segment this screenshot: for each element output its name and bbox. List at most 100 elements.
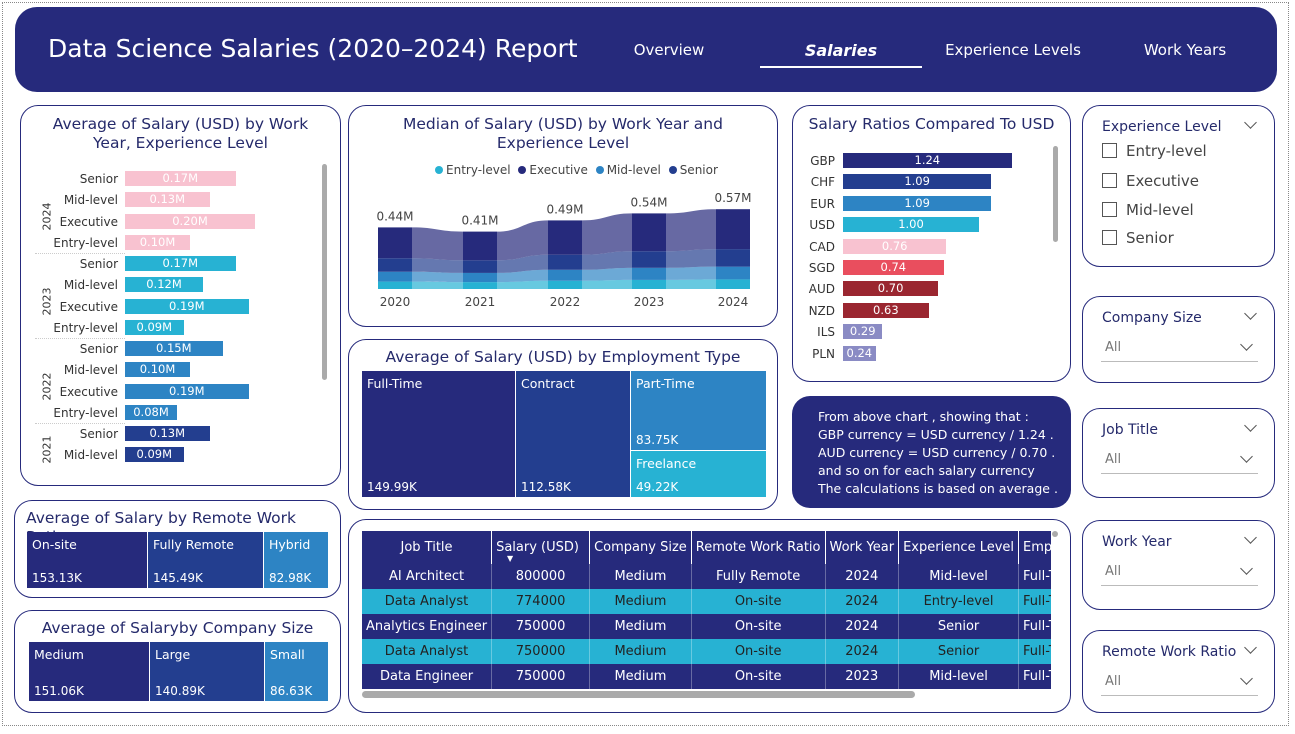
ribbon-band[interactable] xyxy=(582,267,632,281)
bar[interactable]: 0.29 xyxy=(843,324,883,340)
tab-experience-levels[interactable]: Experience Levels xyxy=(945,41,1081,59)
vertical-scrollbar[interactable] xyxy=(322,164,327,380)
ribbon-segment[interactable] xyxy=(548,220,582,255)
bar[interactable]: 0.09M xyxy=(125,319,184,335)
treemap-tile-part-time[interactable]: Part-Time 83.75K xyxy=(631,371,766,450)
treemap-tile-contract[interactable]: Contract 112.58K xyxy=(516,371,630,497)
treemap-tile-fully-remote[interactable]: Fully Remote 145.49K xyxy=(148,532,263,588)
ribbon-band[interactable] xyxy=(412,281,463,289)
checkbox[interactable] xyxy=(1102,202,1117,217)
ribbon-segment[interactable] xyxy=(632,213,666,252)
column-header-remote-ratio[interactable]: Remote Work Ratio xyxy=(691,531,826,564)
bar[interactable]: 0.15M xyxy=(125,341,223,356)
bar[interactable]: 0.20M xyxy=(125,213,255,229)
ribbon-segment[interactable] xyxy=(632,279,666,289)
ribbon-segment[interactable] xyxy=(632,251,666,268)
ribbon-segment[interactable] xyxy=(548,280,582,289)
bar[interactable]: 0.10M xyxy=(125,362,190,378)
ribbon-segment[interactable] xyxy=(378,258,412,272)
ribbon-segment[interactable] xyxy=(463,282,497,289)
bar[interactable]: 0.13M xyxy=(125,192,210,208)
table-row[interactable]: Data Analyst 750000 Medium On-site 2024 Senio… xyxy=(362,639,1051,664)
bar[interactable]: 0.17M xyxy=(125,171,236,186)
ribbon-segment[interactable] xyxy=(378,281,412,289)
ribbon-segment[interactable] xyxy=(716,209,750,250)
bar[interactable]: 1.09 xyxy=(843,195,992,211)
chevron-down-icon[interactable] xyxy=(1244,116,1257,129)
bar[interactable]: 1.24 xyxy=(843,153,1012,168)
column-header-company-size[interactable]: Company Size xyxy=(589,531,692,564)
ribbon-segment[interactable] xyxy=(378,227,412,259)
remote-work-ratio-dropdown[interactable]: All xyxy=(1101,668,1258,696)
option-mid-level[interactable]: Mid-level xyxy=(1102,201,1194,219)
ribbon-band[interactable] xyxy=(497,254,548,273)
chevron-down-icon[interactable] xyxy=(1240,450,1253,463)
ribbon-band[interactable] xyxy=(412,258,463,273)
work-year-dropdown[interactable]: All xyxy=(1101,558,1258,586)
bar[interactable]: 1.00 xyxy=(843,217,979,233)
treemap-tile-on-site[interactable]: On-site 153.13K xyxy=(27,532,147,588)
bar[interactable]: 1.09 xyxy=(843,174,992,190)
chevron-down-icon[interactable] xyxy=(1244,307,1257,320)
option-senior[interactable]: Senior xyxy=(1102,229,1174,247)
vertical-scrollbar[interactable] xyxy=(1053,146,1058,242)
option-entry-level[interactable]: Entry-level xyxy=(1102,142,1207,160)
option-executive[interactable]: Executive xyxy=(1102,172,1199,190)
chevron-down-icon[interactable] xyxy=(1240,672,1253,685)
ribbon-segment[interactable] xyxy=(378,271,412,282)
ribbon-segment[interactable] xyxy=(632,267,666,280)
ribbon-segment[interactable] xyxy=(463,231,497,261)
ribbon-segment[interactable] xyxy=(463,260,497,273)
tab-overview[interactable]: Overview xyxy=(633,41,705,59)
treemap-tile-hybrid[interactable]: Hybrid 82.98K xyxy=(264,532,328,588)
ribbon-segment[interactable] xyxy=(463,272,497,283)
company-size-dropdown[interactable]: All xyxy=(1101,334,1258,362)
column-header-job-title[interactable]: Job Title xyxy=(362,531,493,564)
chevron-down-icon[interactable] xyxy=(1240,562,1253,575)
chevron-down-icon[interactable] xyxy=(1244,419,1257,432)
column-header-experience-level[interactable]: Experience Level xyxy=(898,531,1020,564)
ribbon-band[interactable] xyxy=(666,249,716,268)
chevron-down-icon[interactable] xyxy=(1244,531,1257,544)
table-row[interactable]: Data Engineer 750000 Medium On-site 2023 Mid-… xyxy=(362,664,1051,689)
treemap-tile-small[interactable]: Small 86.63K xyxy=(265,642,328,701)
ribbon-segment[interactable] xyxy=(716,266,750,280)
ribbon-band[interactable] xyxy=(412,271,463,283)
column-header-employment-type[interactable]: Employment Type xyxy=(1018,531,1051,564)
ribbon-segment[interactable] xyxy=(548,254,582,270)
table-row[interactable]: AI Architect 800000 Medium Fully Remote 2024… xyxy=(362,564,1051,589)
column-header-salary[interactable]: Salary (USD)▼ xyxy=(491,531,591,564)
treemap-tile-full-time[interactable]: Full-Time 149.99K xyxy=(362,371,515,497)
column-header-work-year[interactable]: Work Year xyxy=(825,531,900,564)
bar[interactable]: 0.24 xyxy=(843,345,876,361)
bar[interactable]: 0.12M xyxy=(125,277,203,293)
ribbon-band[interactable] xyxy=(582,279,632,289)
ribbon-band[interactable] xyxy=(497,220,548,261)
checkbox[interactable] xyxy=(1102,173,1117,188)
ribbon-band[interactable] xyxy=(582,251,632,270)
table-row[interactable]: Analytics Engineer 750000 Medium On-site 202… xyxy=(362,614,1051,639)
bar[interactable]: 0.17M xyxy=(125,256,236,271)
ribbon-band[interactable] xyxy=(666,279,716,289)
vertical-scrollbar[interactable] xyxy=(1052,531,1058,537)
bar[interactable]: 0.19M xyxy=(125,298,249,314)
chevron-down-icon[interactable] xyxy=(1244,641,1257,654)
ribbon-band[interactable] xyxy=(412,227,463,261)
job-title-dropdown[interactable]: All xyxy=(1101,446,1258,474)
checkbox[interactable] xyxy=(1102,143,1117,158)
bar[interactable]: 0.08M xyxy=(125,404,177,420)
ribbon-segment[interactable] xyxy=(548,269,582,281)
ribbon-band[interactable] xyxy=(666,209,716,252)
tab-work-years[interactable]: Work Years xyxy=(1143,41,1227,59)
ribbon-band[interactable] xyxy=(582,213,632,255)
ribbon-band[interactable] xyxy=(497,269,548,283)
bar[interactable]: 0.09M xyxy=(125,447,184,463)
bar[interactable]: 0.13M xyxy=(125,426,210,441)
ribbon-band[interactable] xyxy=(666,266,716,280)
bar[interactable]: 0.63 xyxy=(843,302,929,318)
bar[interactable]: 0.76 xyxy=(843,238,947,254)
treemap-tile-medium[interactable]: Medium 151.06K xyxy=(29,642,149,701)
bar[interactable]: 0.70 xyxy=(843,281,939,297)
table-row[interactable]: Data Analyst 774000 Medium On-site 2024 Entry… xyxy=(362,589,1051,614)
treemap-tile-freelance[interactable]: Freelance 49.22K xyxy=(631,451,766,497)
